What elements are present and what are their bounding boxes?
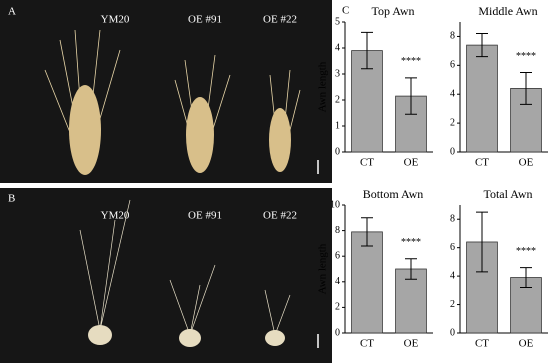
sample-label: OE #22 <box>263 210 297 222</box>
y-tick-label: 4 <box>450 89 455 100</box>
y-tick-label: 8 <box>450 214 455 225</box>
x-tick-label: OE <box>404 157 419 169</box>
error-bar <box>405 77 417 115</box>
x-tick-label: CT <box>360 157 374 169</box>
chart-title: Bottom Awn <box>363 187 424 201</box>
bar <box>351 50 383 153</box>
y-tick-label: 6 <box>450 60 455 71</box>
y-tick-label: 5 <box>335 16 340 27</box>
y-axis-label: Awn length <box>317 243 329 294</box>
x-tick-label: CT <box>475 338 489 350</box>
chart-title: Total Awn <box>483 187 532 201</box>
sample-label: OE #91 <box>188 14 222 26</box>
panel-label: B <box>8 193 15 205</box>
error-bar <box>361 31 373 70</box>
y-tick-label: 4 <box>450 270 455 281</box>
panel-label: C <box>342 5 349 17</box>
error-bar <box>476 33 488 58</box>
bar <box>351 231 383 334</box>
x-tick-label: CT <box>475 157 489 169</box>
y-tick-label: 4 <box>335 42 340 53</box>
x-tick-label: OE <box>404 338 419 350</box>
chart-title: Top Awn <box>371 4 414 18</box>
sample-label: YM20 <box>101 14 130 26</box>
y-tick-label: 4 <box>335 276 340 287</box>
y-tick-label: 1 <box>335 120 340 131</box>
significance: **** <box>401 56 421 67</box>
y-tick-label: 0 <box>450 327 455 338</box>
bar <box>466 44 498 153</box>
error-bar <box>476 211 488 273</box>
significance: **** <box>516 246 536 257</box>
y-tick-label: 2 <box>450 117 455 128</box>
y-tick-label: 3 <box>335 68 340 79</box>
error-bar <box>520 267 532 288</box>
y-tick-label: 0 <box>450 146 455 157</box>
error-bar <box>405 258 417 280</box>
y-tick-label: 8 <box>335 225 340 236</box>
y-tick-label: 2 <box>450 299 455 310</box>
significance: **** <box>516 51 536 62</box>
photo-a: A YM20 OE #91 OE #22 <box>0 0 332 183</box>
sample-label: OE #91 <box>188 210 222 222</box>
error-bar <box>361 217 373 247</box>
y-tick-label: 0 <box>335 327 340 338</box>
photo-b: B YM20 OE #91 OE #22 <box>0 188 332 363</box>
chart-title: Middle Awn <box>478 4 537 18</box>
y-tick-label: 10 <box>330 199 340 210</box>
x-tick-label: OE <box>519 338 534 350</box>
sample-label: OE #22 <box>263 14 297 26</box>
x-tick-label: CT <box>360 338 374 350</box>
y-tick-label: 2 <box>335 302 340 313</box>
sample-label: YM20 <box>101 210 130 222</box>
y-tick-label: 8 <box>450 31 455 42</box>
y-tick-label: 0 <box>335 146 340 157</box>
significance: **** <box>401 237 421 248</box>
error-bar <box>520 72 532 105</box>
y-tick-label: 2 <box>335 94 340 105</box>
y-tick-label: 6 <box>335 250 340 261</box>
y-axis-label: Awn length <box>317 61 329 112</box>
x-tick-label: OE <box>519 157 534 169</box>
y-tick-label: 6 <box>450 242 455 253</box>
panel-label: A <box>8 6 16 18</box>
